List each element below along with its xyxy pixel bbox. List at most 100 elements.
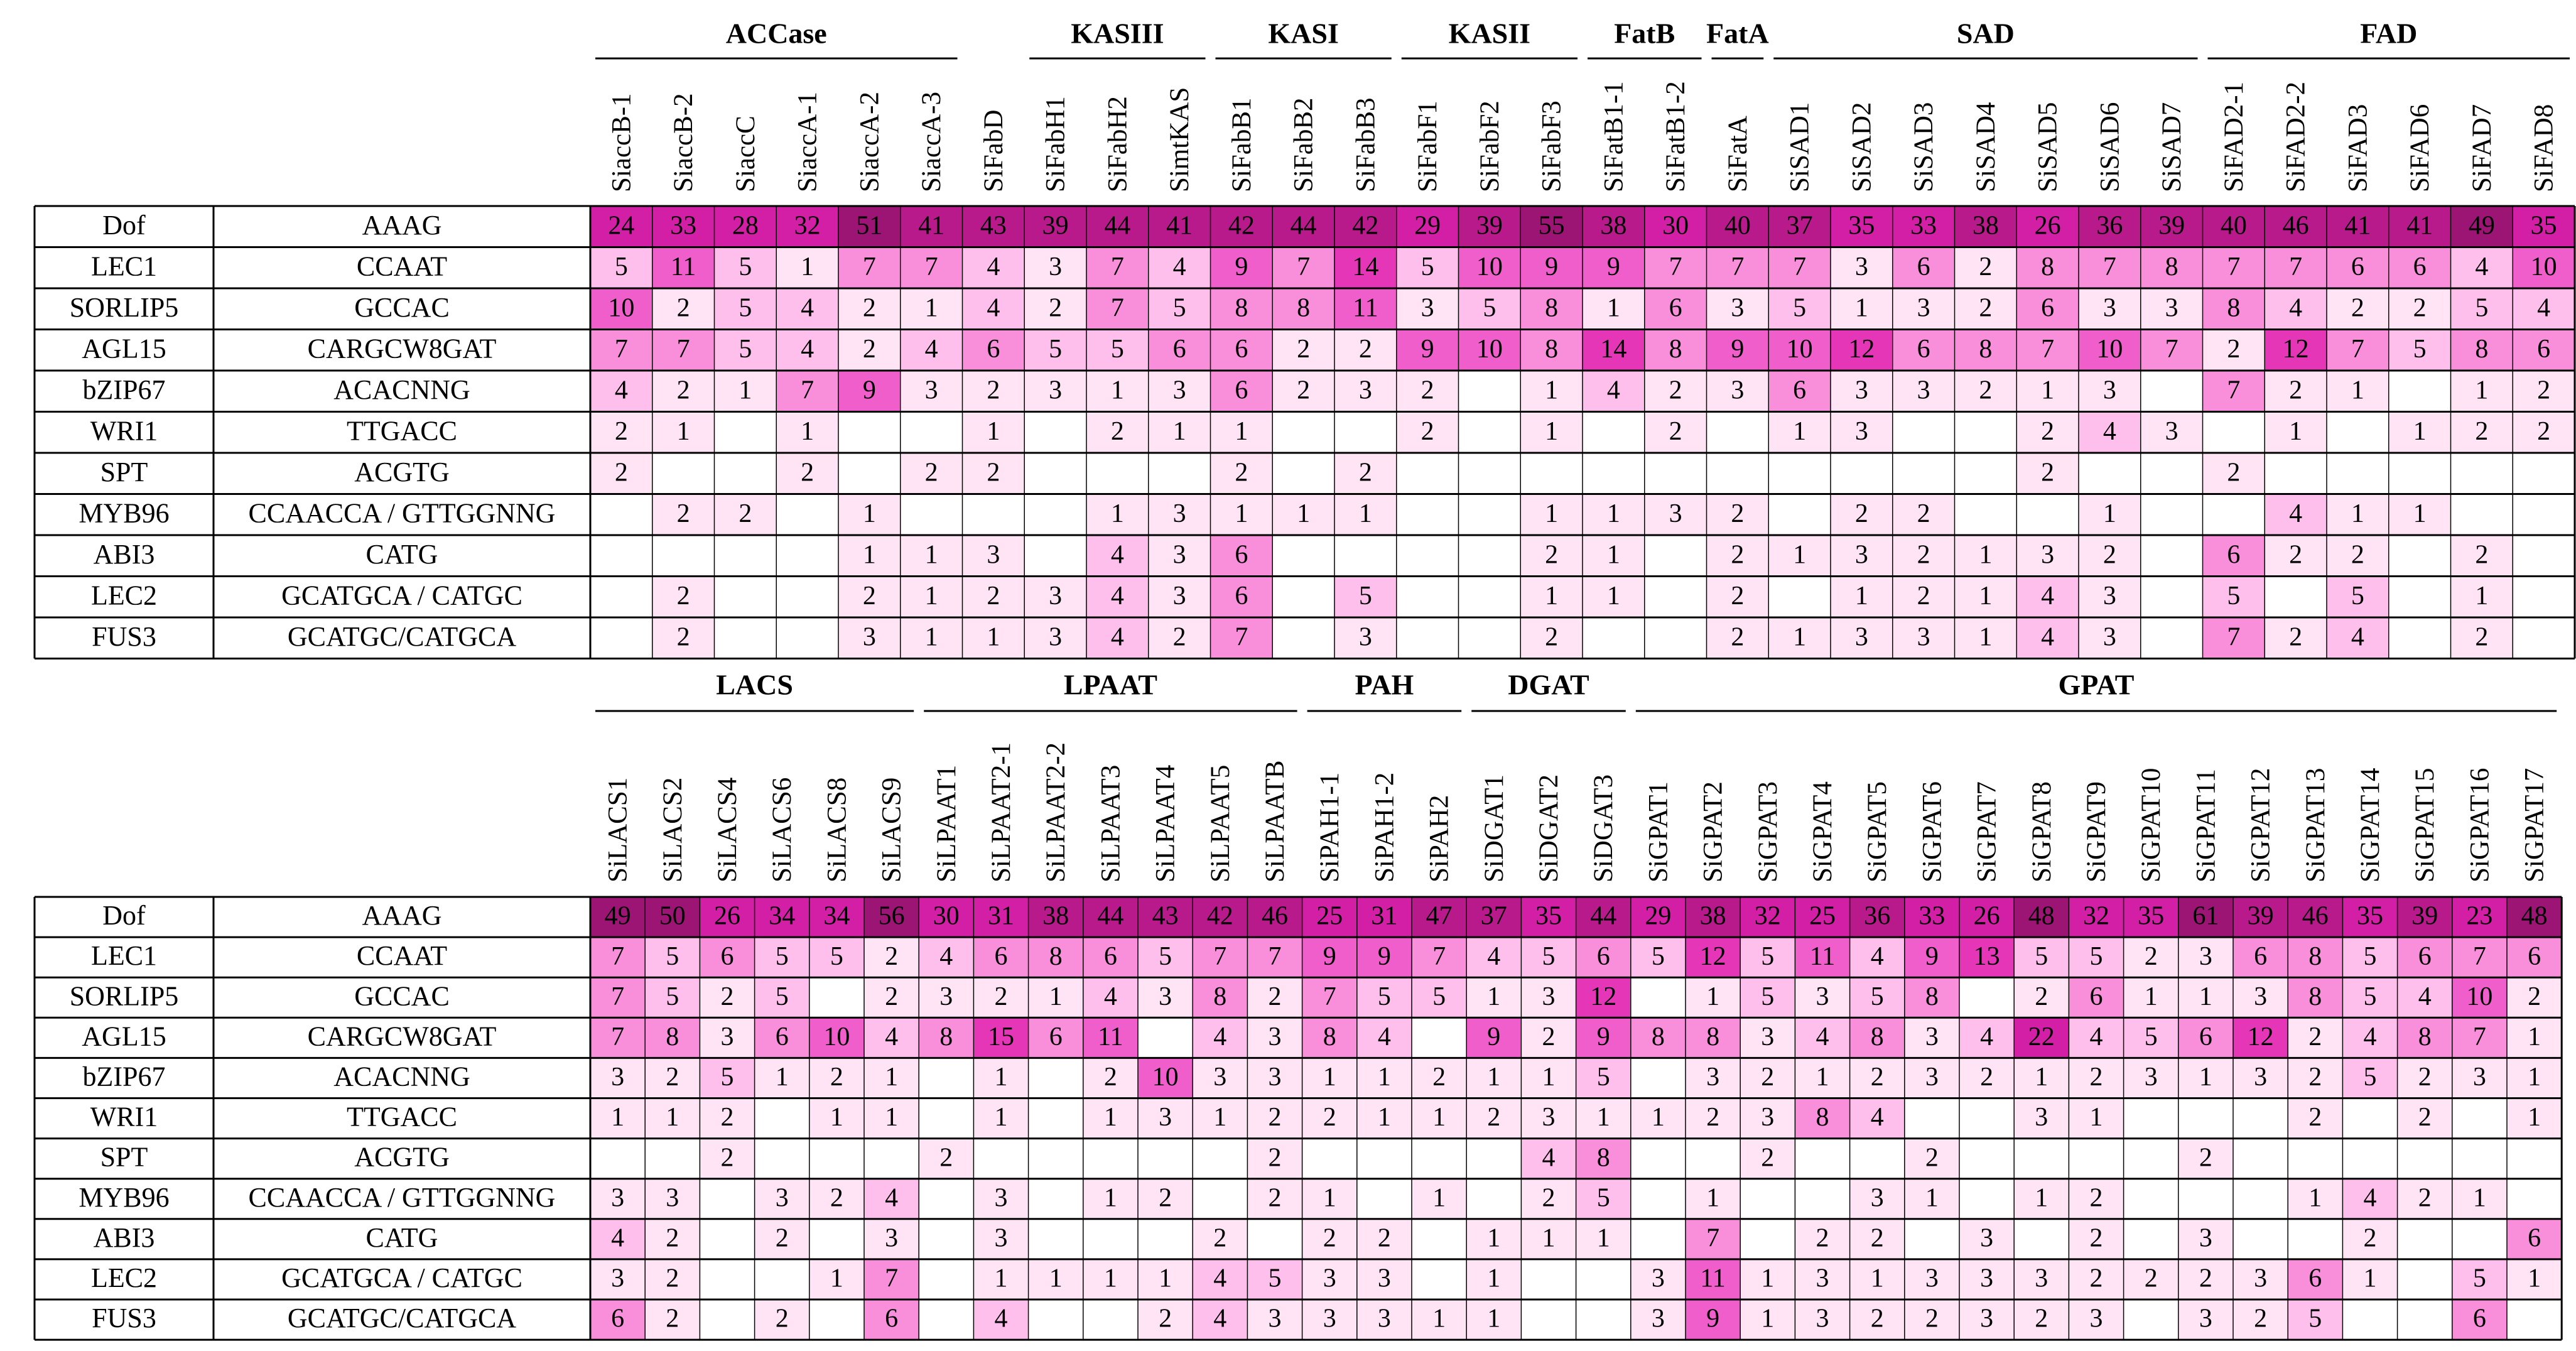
- row-motif: ACACNNG: [333, 374, 470, 405]
- heatmap-cell: [1356, 1218, 1412, 1259]
- heatmap-cell: [1904, 897, 1959, 938]
- heatmap-cell: [2069, 1259, 2124, 1299]
- cell-value: 8: [1049, 942, 1063, 971]
- heatmap-cell: [700, 977, 755, 1018]
- heatmap-cell: [2016, 206, 2079, 247]
- gene-label: SiSAD3: [1909, 102, 1939, 192]
- cell-value: 2: [1731, 622, 1744, 651]
- row-label: bZIP67: [83, 374, 166, 405]
- heatmap-cell: [645, 1218, 700, 1259]
- heatmap-cell: [2014, 1098, 2069, 1139]
- cell-value: 2: [1669, 376, 1682, 404]
- gene-label: SiFAD6: [2405, 104, 2435, 192]
- cell-value: 4: [2041, 582, 2054, 610]
- heatmap-cell: [1272, 576, 1334, 617]
- cell-value: 5: [1378, 982, 1391, 1011]
- cell-value: 12: [1590, 982, 1616, 1011]
- heatmap-cell: [2014, 897, 2069, 938]
- cell-value: 7: [1323, 982, 1336, 1011]
- heatmap-cell: [1686, 977, 1741, 1018]
- heatmap-cell: [1630, 1058, 1686, 1099]
- gene-label: SiFabF2: [1475, 100, 1505, 192]
- cell-value: 1: [801, 252, 814, 281]
- cell-value: 1: [1104, 1103, 1117, 1132]
- heatmap-cell: [1954, 494, 2017, 535]
- cell-value: 1: [1104, 1264, 1117, 1293]
- heatmap-cell: [2450, 494, 2513, 535]
- heatmap-cell: [754, 977, 809, 1018]
- cell-value: 6: [1235, 582, 1248, 610]
- heatmap-cell: [1193, 937, 1248, 978]
- heatmap-cell: [714, 206, 777, 247]
- heatmap-cell: [2014, 1058, 2069, 1099]
- cell-value: 3: [1917, 376, 1930, 404]
- cell-value: 3: [1925, 1063, 1939, 1092]
- cell-value: 1: [1487, 1063, 1500, 1092]
- heatmap-cell: [2014, 1299, 2069, 1340]
- gene-label: SiaccA-1: [793, 92, 823, 192]
- cell-value: 4: [2475, 252, 2488, 281]
- cell-value: 34: [823, 902, 850, 931]
- heatmap-cell: [2288, 1178, 2343, 1219]
- heatmap-cell: [590, 1017, 646, 1058]
- heatmap-cell: [2178, 1138, 2233, 1179]
- heatmap-cell: [1083, 1058, 1138, 1099]
- heatmap-cell: [2140, 494, 2203, 535]
- heatmap-cell: [1795, 897, 1850, 938]
- heatmap-cell: [1024, 617, 1086, 659]
- cell-value: 1: [1761, 1264, 1774, 1293]
- cell-value: 10: [1476, 335, 1503, 364]
- cell-value: 6: [2537, 335, 2550, 364]
- cell-value: 1: [1607, 540, 1620, 569]
- cell-value: 41: [1166, 211, 1193, 240]
- heatmap-cell: [962, 329, 1025, 371]
- cell-value: 4: [1542, 1143, 1556, 1172]
- heatmap-cell: [1959, 1299, 2015, 1340]
- cell-value: 3: [1855, 540, 1868, 569]
- cell-value: 5: [776, 982, 789, 1011]
- heatmap-cell: [1831, 288, 1893, 330]
- heatmap-cell: [1412, 1178, 1467, 1219]
- cell-value: 5: [1159, 942, 1172, 971]
- heatmap-cell: [1138, 1259, 1193, 1299]
- heatmap-cell: [2288, 1017, 2343, 1058]
- heatmap-cell: [1892, 329, 1955, 371]
- heatmap-cell: [1210, 535, 1273, 577]
- cell-value: 3: [1378, 1305, 1391, 1333]
- cell-value: 3: [939, 982, 953, 1011]
- heatmap-cell: [2513, 576, 2575, 617]
- cell-value: 26: [1974, 902, 2000, 931]
- heatmap-cell: [1630, 1138, 1686, 1179]
- cell-value: 3: [2199, 1223, 2212, 1252]
- heatmap-cell: [2388, 288, 2451, 330]
- heatmap-cell: [700, 1218, 755, 1259]
- heatmap-cell: [1521, 977, 1576, 1018]
- heatmap-cell: [1706, 617, 1769, 659]
- heatmap-cell: [1024, 576, 1086, 617]
- cell-value: 1: [739, 376, 752, 404]
- heatmap-cell: [714, 411, 777, 453]
- heatmap-cell: [2016, 617, 2079, 659]
- heatmap-cell: [1396, 206, 1459, 247]
- cell-value: 7: [1297, 252, 1310, 281]
- group-label: KASI: [1268, 18, 1338, 50]
- heatmap-cell: [1768, 453, 1831, 494]
- cell-value: 3: [1049, 252, 1062, 281]
- heatmap-cell: [2327, 288, 2389, 330]
- heatmap-cell: [2178, 1098, 2233, 1139]
- gene-label: SiSAD1: [1785, 102, 1815, 192]
- cell-value: 47: [1426, 902, 1453, 931]
- heatmap-cell: [776, 453, 838, 494]
- gene-label: SiDGAT3: [1589, 774, 1618, 882]
- heatmap-cell: [2342, 897, 2398, 938]
- heatmap-cell: [1466, 1098, 1522, 1139]
- gene-label: SiLACS8: [822, 778, 852, 882]
- row-label: ABI3: [94, 1222, 155, 1253]
- heatmap-cell: [590, 288, 652, 330]
- heatmap-cell: [1272, 247, 1334, 288]
- heatmap-cell: [809, 1299, 864, 1340]
- gene-label: SiFabF3: [1537, 100, 1567, 192]
- heatmap-cell: [2397, 1218, 2452, 1259]
- heatmap-cell: [2327, 206, 2389, 247]
- heatmap-cell: [2233, 897, 2288, 938]
